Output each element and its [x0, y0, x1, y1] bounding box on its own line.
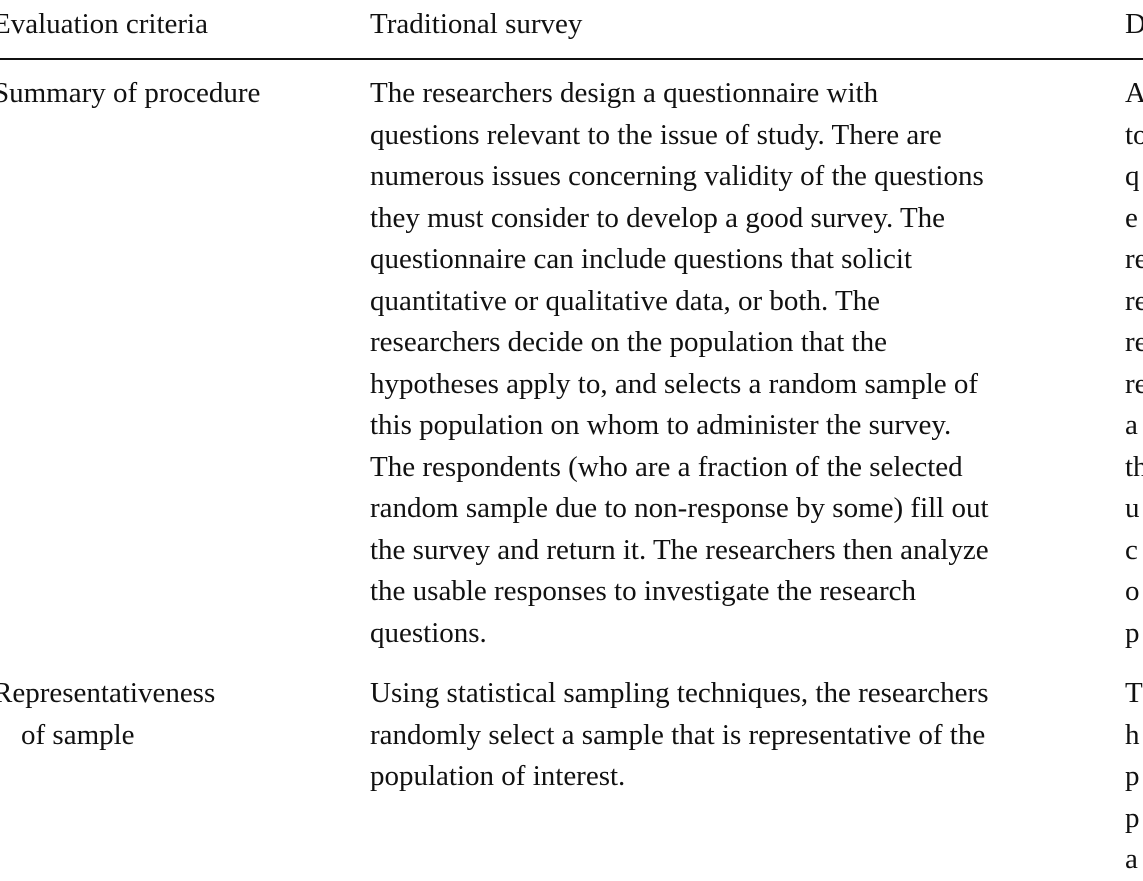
cell-line: questionnaire can include questions that… [370, 243, 913, 275]
cell-line: a [1125, 409, 1138, 441]
table-cell: Summary of procedure [0, 73, 260, 115]
cell-line: Summary of procedure [0, 77, 261, 109]
cell-line: The respondents (who are a fraction of t… [370, 450, 963, 483]
cell-line: population of interest. [370, 760, 626, 792]
cell-line: p [1125, 616, 1140, 649]
cell-line: c [1125, 533, 1138, 566]
cell-line: T [1125, 677, 1143, 709]
cell-line: they must consider to develop a good sur… [370, 201, 946, 234]
header-cell: D [1125, 8, 1143, 40]
cell-line: the survey and return it. The researcher… [370, 533, 989, 566]
table-cell: The researchers design a questionnaire w… [370, 73, 989, 654]
cell-line: hypotheses apply to, and selects a rando… [370, 367, 979, 400]
cell-line: to [1125, 118, 1143, 151]
cell-line: The researchers design a questionnaire w… [370, 77, 879, 109]
cell-line: this population on whom to administer th… [370, 409, 952, 441]
cell-line: re [1125, 243, 1143, 275]
cell-line: e [1125, 201, 1138, 234]
cell-line: q [1125, 160, 1140, 192]
header-cell: Evaluation criteria [0, 8, 208, 40]
cell-line: p [1125, 801, 1140, 834]
cell-line: randomly select a sample that is represe… [370, 718, 986, 751]
cell-line: Representativeness [0, 677, 216, 709]
cell-line: Using statistical sampling techniques, t… [370, 677, 989, 709]
header-cell: Traditional survey [370, 8, 583, 40]
cell-line: A [1125, 77, 1143, 109]
cell-line: a [1125, 843, 1138, 875]
cell-line: random sample due to non-response by som… [370, 492, 989, 524]
cell-line: researchers decide on the population tha… [370, 326, 887, 358]
cell-line: numerous issues concerning validity of t… [370, 160, 984, 192]
header-rule [0, 58, 1143, 60]
cell-line: u [1125, 492, 1140, 524]
cell-line: questions relevant to the issue of study… [370, 118, 942, 151]
table-cell: Using statistical sampling techniques, t… [370, 673, 989, 798]
cell-line: re [1125, 284, 1143, 317]
cell-line: h [1125, 718, 1140, 751]
cell-line: questions. [370, 616, 487, 649]
cell-line: quantitative or qualitative data, or bot… [370, 284, 881, 317]
cell-line: re [1125, 326, 1143, 358]
cell-line: o [1125, 575, 1140, 607]
cell-line: th [1125, 450, 1143, 483]
cell-line: re [1125, 367, 1143, 400]
cell-line: p [1125, 760, 1140, 792]
table-cell: Representativeness of sample [0, 673, 215, 756]
cell-line: the usable responses to investigate the … [370, 575, 916, 607]
cell-line: of sample [21, 718, 135, 751]
